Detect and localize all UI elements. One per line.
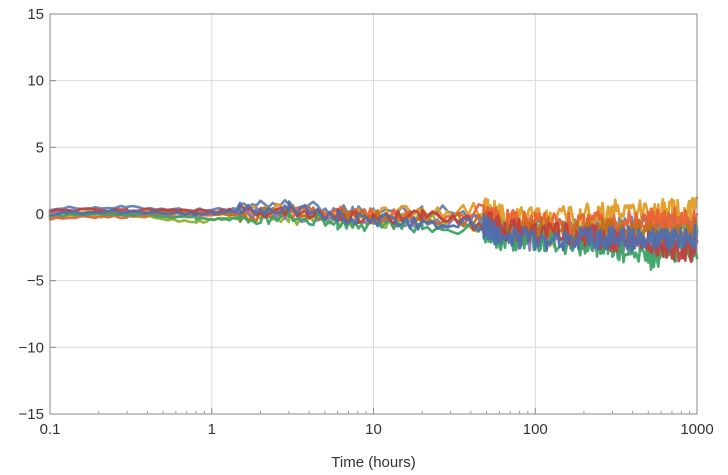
x-axis-label: Time (hours) bbox=[331, 454, 415, 471]
y-tick-label: 10 bbox=[27, 73, 44, 90]
tick-labels: 0.1 1 10 100 1000 15 10 5 0 −5 −10 −15 bbox=[19, 6, 714, 438]
y-tick-label: −10 bbox=[19, 339, 44, 356]
series-layer bbox=[48, 196, 699, 271]
x-tick-label: 1 bbox=[208, 421, 216, 438]
tick-marks bbox=[49, 13, 698, 415]
series-line bbox=[48, 200, 699, 252]
x-tick-label: 10 bbox=[365, 421, 382, 438]
x-tick-label: 0.1 bbox=[40, 421, 61, 438]
x-tick-label: 1000 bbox=[680, 421, 713, 438]
y-tick-label: −5 bbox=[27, 273, 44, 290]
y-tick-label: 0 bbox=[36, 206, 44, 223]
y-tick-label: −15 bbox=[19, 406, 44, 423]
x-tick-label: 100 bbox=[523, 421, 548, 438]
y-tick-label: 5 bbox=[36, 139, 44, 156]
y-tick-label: 15 bbox=[27, 6, 44, 23]
